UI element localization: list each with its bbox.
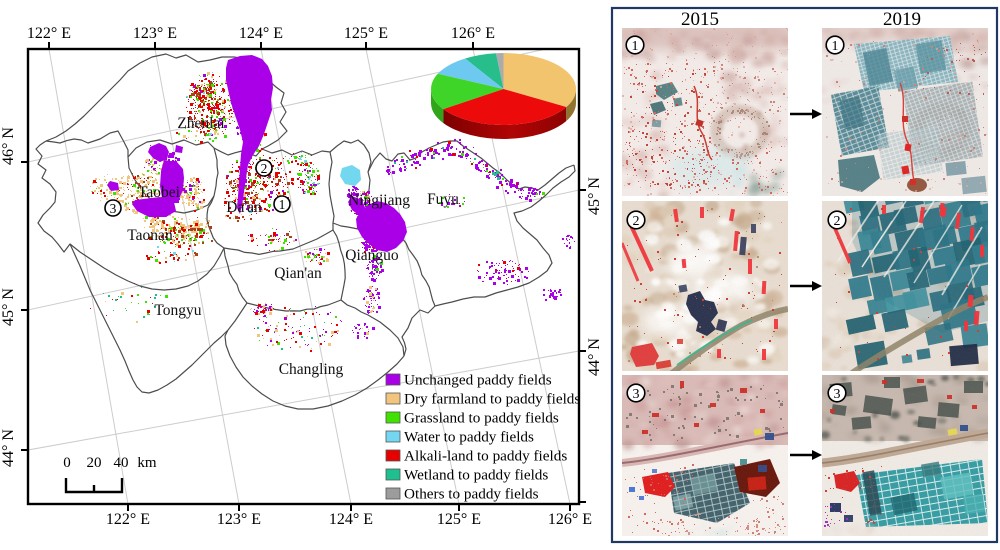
svg-text:44° N: 44° N (0, 429, 17, 467)
svg-text:1: 1 (279, 197, 286, 212)
svg-text:2: 2 (261, 161, 268, 176)
svg-text:Dry farmland to paddy fields: Dry farmland to paddy fields (404, 391, 580, 408)
svg-text:2015: 2015 (681, 9, 719, 30)
svg-text:Others to paddy fields: Others to paddy fields (404, 486, 539, 503)
svg-text:124° E: 124° E (239, 25, 283, 42)
svg-text:20: 20 (87, 455, 102, 471)
svg-text:Qianguo: Qianguo (345, 247, 399, 264)
svg-text:3: 3 (110, 201, 117, 216)
svg-text:Alkali-land to paddy fields: Alkali-land to paddy fields (404, 448, 567, 465)
svg-text:1: 1 (832, 39, 839, 54)
svg-text:44° N: 44° N (586, 338, 603, 376)
svg-text:Unchanged paddy fields: Unchanged paddy fields (404, 372, 552, 389)
svg-text:2019: 2019 (883, 9, 921, 30)
svg-text:Taobei: Taobei (138, 184, 181, 201)
svg-text:123° E: 123° E (133, 25, 177, 42)
svg-text:Grassland to paddy fields: Grassland to paddy fields (404, 410, 559, 427)
svg-text:Changling: Changling (279, 361, 344, 378)
svg-text:123° E: 123° E (217, 511, 261, 528)
svg-text:Zhenlai: Zhenlai (177, 115, 225, 132)
svg-text:Taonan: Taonan (127, 227, 173, 244)
svg-text:Qian'an: Qian'an (274, 265, 322, 282)
svg-text:Wetland to paddy fields: Wetland to paddy fields (404, 467, 548, 484)
svg-text:122° E: 122° E (27, 25, 71, 42)
svg-text:124° E: 124° E (329, 511, 373, 528)
svg-text:126° E: 126° E (451, 25, 495, 42)
svg-text:126° E: 126° E (548, 511, 592, 528)
svg-text:46° N: 46° N (0, 127, 17, 165)
svg-text:45° N: 45° N (586, 177, 603, 215)
svg-text:2: 2 (633, 214, 640, 229)
svg-text:122° E: 122° E (106, 511, 150, 528)
svg-text:Water to paddy fields: Water to paddy fields (404, 429, 534, 446)
svg-text:km: km (137, 455, 157, 471)
svg-text:125° E: 125° E (344, 25, 388, 42)
svg-text:Tongyu: Tongyu (154, 302, 201, 319)
svg-text:1: 1 (632, 39, 639, 54)
svg-text:45° N: 45° N (0, 288, 17, 326)
svg-text:0: 0 (63, 455, 71, 471)
svg-text:Fuyu: Fuyu (427, 191, 459, 208)
svg-text:3: 3 (633, 387, 640, 402)
svg-text:Ningjiang: Ningjiang (348, 192, 410, 209)
svg-text:40: 40 (114, 455, 129, 471)
svg-text:3: 3 (834, 387, 841, 402)
svg-text:2: 2 (834, 214, 841, 229)
svg-text:125° E: 125° E (437, 511, 481, 528)
svg-text:Da'an: Da'an (226, 199, 262, 216)
